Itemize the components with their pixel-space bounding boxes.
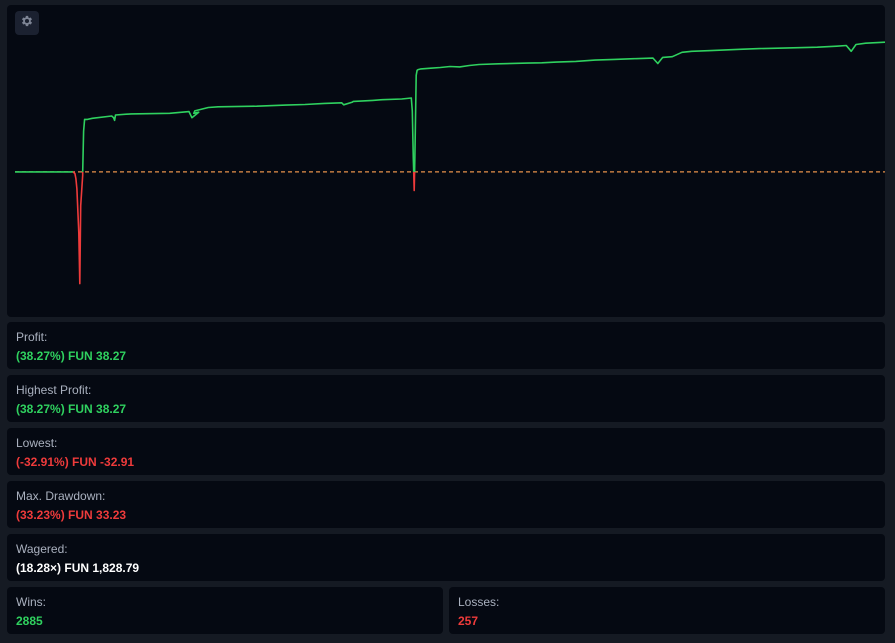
wins-label: Wins:: [16, 595, 46, 609]
profit-chart-panel: [7, 5, 885, 317]
gear-icon: [20, 14, 34, 33]
lowest-card: Lowest: (-32.91%) FUN -32.91: [7, 428, 885, 475]
loss-line-segment-1: [72, 171, 84, 285]
max-drawdown-value: (33.23%) FUN 33.23: [16, 508, 127, 522]
profit-card: Profit: (38.27%) FUN 38.27: [7, 322, 885, 369]
wins-card: Wins: 2885: [7, 587, 443, 634]
max-drawdown-card: Max. Drawdown: (33.23%) FUN 33.23: [7, 481, 885, 528]
profit-line-segment-2: [81, 97, 415, 172]
max-drawdown-label: Max. Drawdown:: [16, 489, 106, 503]
highest-profit-card: Highest Profit: (38.27%) FUN 38.27: [7, 375, 885, 422]
profit-line-segment-4: [413, 41, 885, 172]
highest-profit-label: Highest Profit:: [16, 383, 92, 397]
profit-value: (38.27%) FUN 38.27: [16, 349, 127, 363]
highest-profit-value: (38.27%) FUN 38.27: [16, 402, 127, 416]
settings-button[interactable]: [15, 11, 39, 35]
losses-label: Losses:: [458, 595, 500, 609]
losses-card: Losses: 257: [449, 587, 885, 634]
profit-chart: [15, 41, 885, 285]
profit-label: Profit:: [16, 330, 48, 344]
lowest-label: Lowest:: [16, 436, 58, 450]
losses-value: 257: [458, 614, 479, 628]
wagered-value: (18.28×) FUN 1,828.79: [16, 561, 140, 575]
lowest-value: (-32.91%) FUN -32.91: [16, 455, 135, 469]
wins-value: 2885: [16, 614, 43, 628]
wagered-card: Wagered: (18.28×) FUN 1,828.79: [7, 534, 885, 581]
wagered-label: Wagered:: [16, 542, 68, 556]
loss-line-segment-3: [412, 171, 416, 192]
